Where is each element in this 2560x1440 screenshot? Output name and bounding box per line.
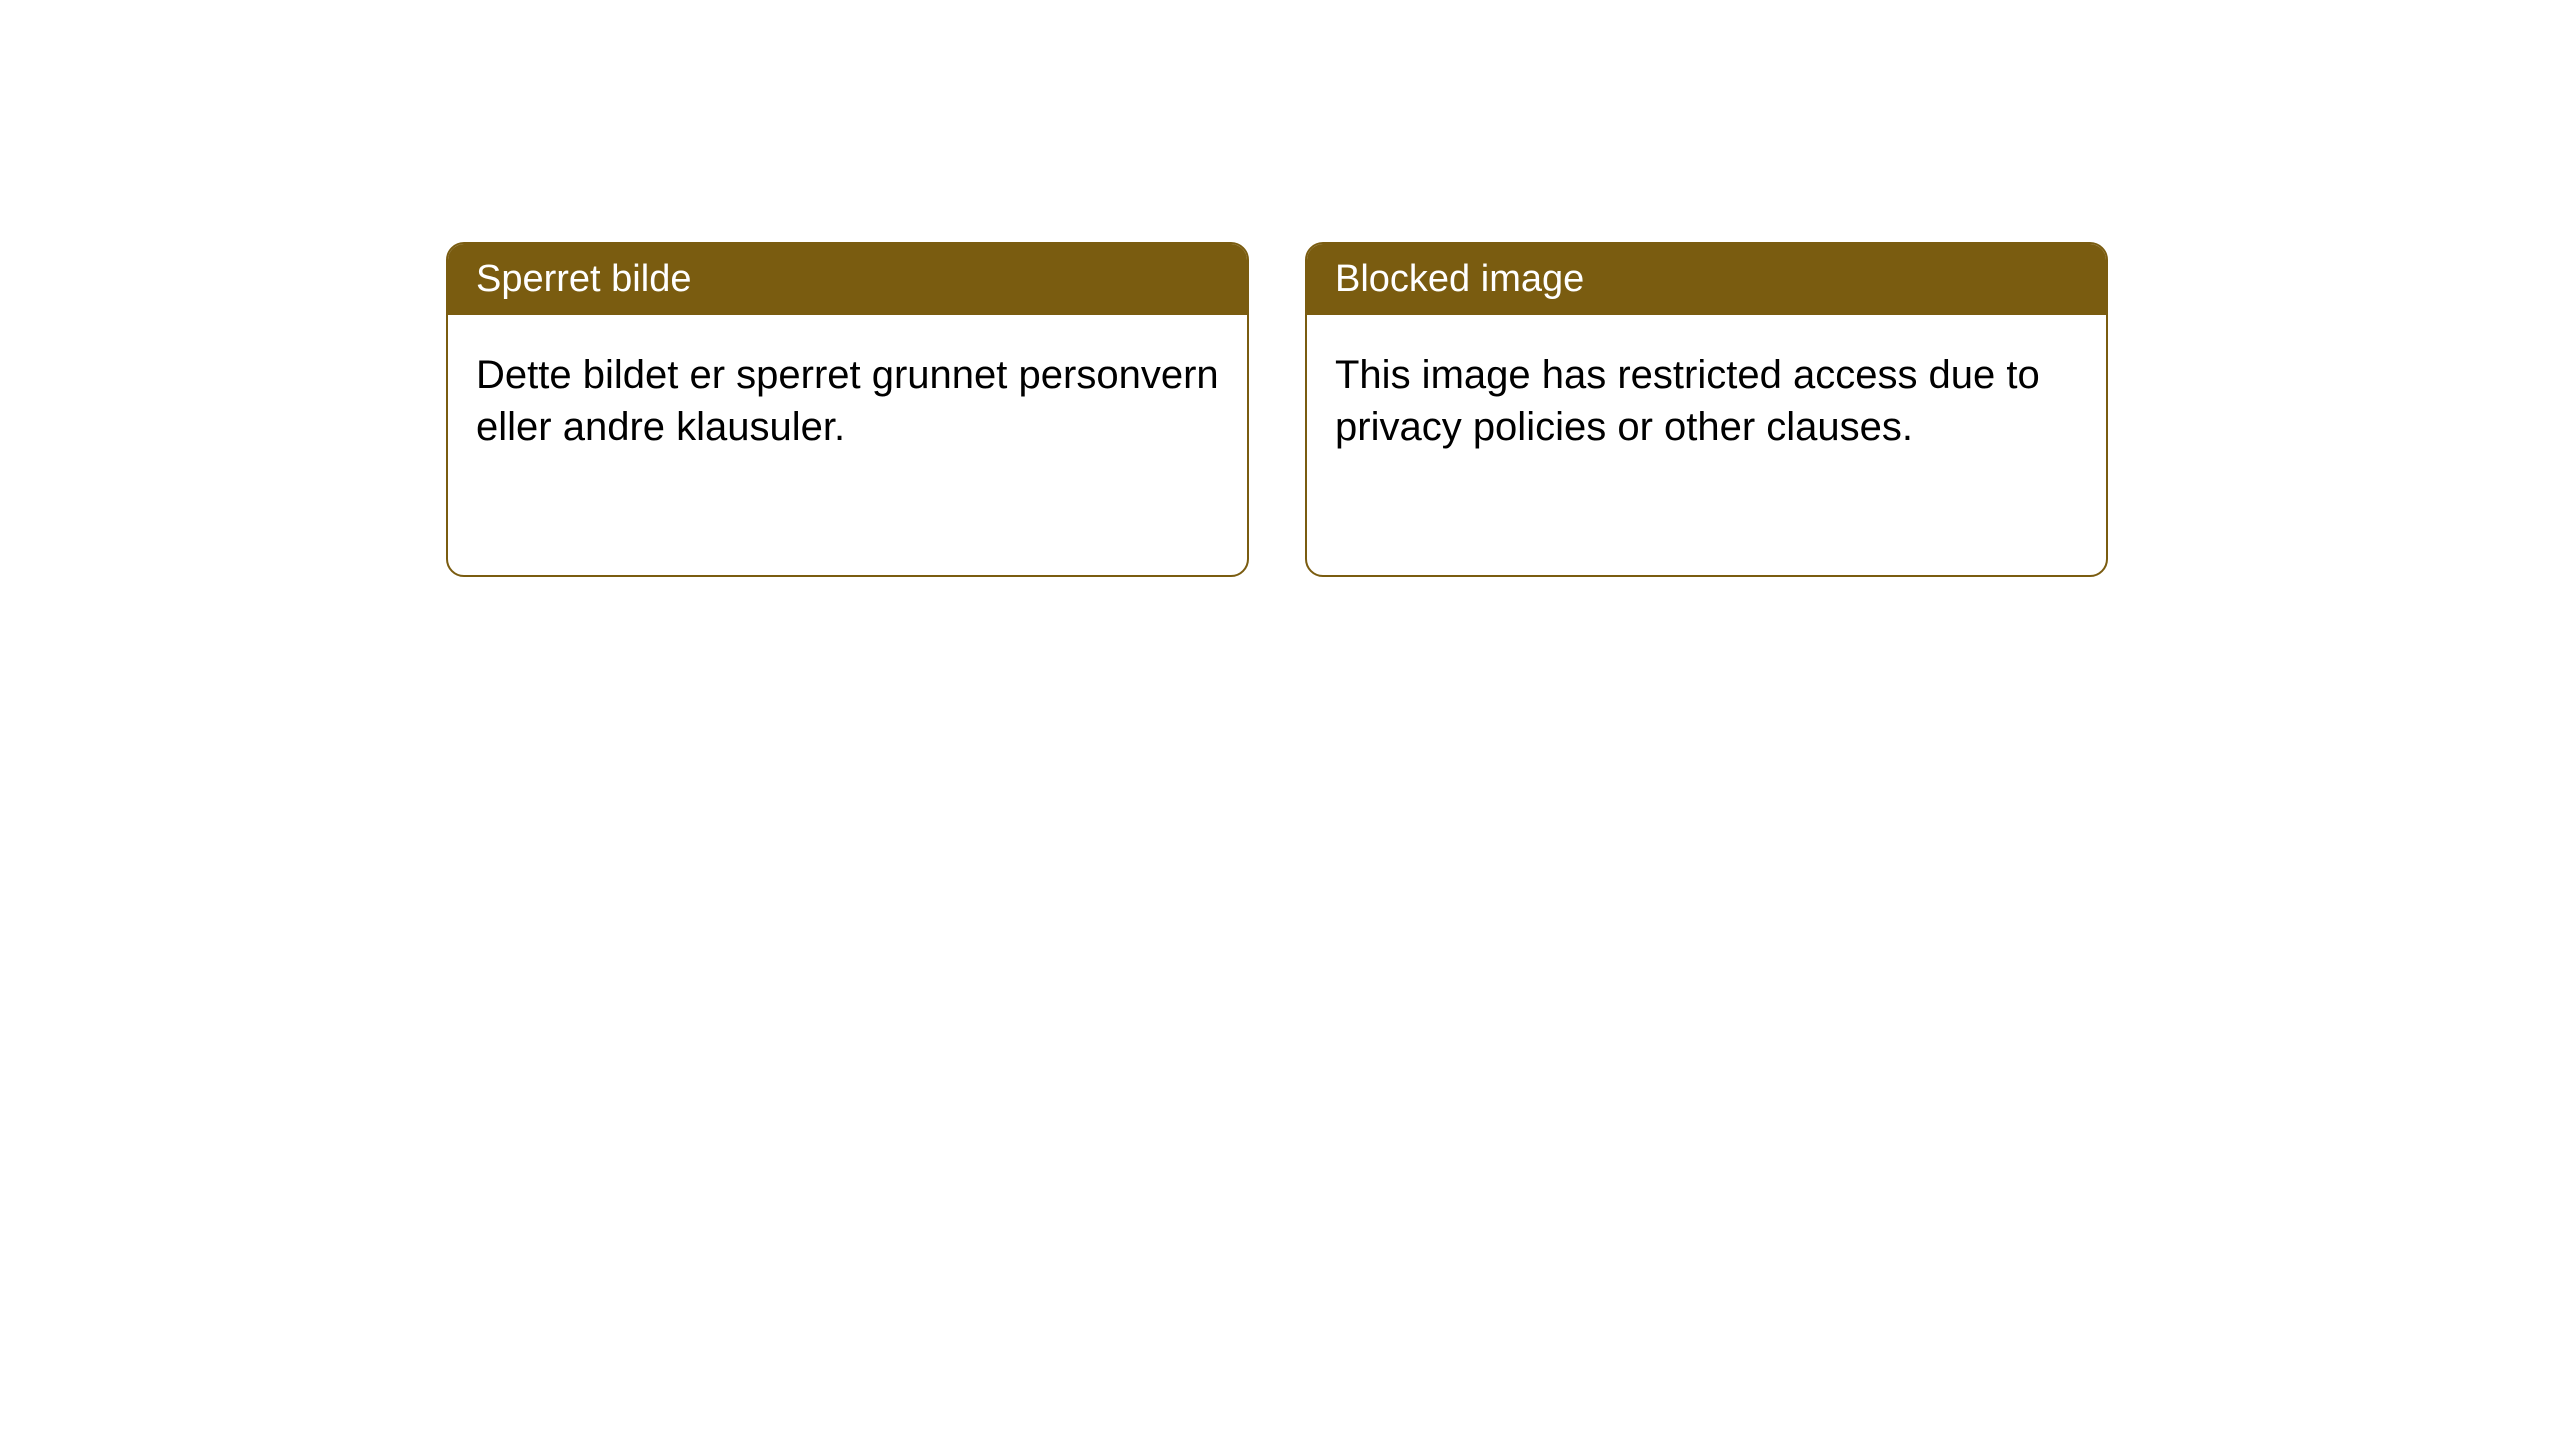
card-body-text: This image has restricted access due to …: [1335, 353, 2040, 449]
card-body: Dette bildet er sperret grunnet personve…: [448, 315, 1247, 487]
notice-card-english: Blocked image This image has restricted …: [1305, 242, 2108, 577]
card-body: This image has restricted access due to …: [1307, 315, 2106, 487]
card-title: Blocked image: [1335, 258, 1584, 300]
card-header: Sperret bilde: [448, 244, 1247, 315]
card-body-text: Dette bildet er sperret grunnet personve…: [476, 353, 1219, 449]
notice-container: Sperret bilde Dette bildet er sperret gr…: [446, 242, 2108, 577]
notice-card-norwegian: Sperret bilde Dette bildet er sperret gr…: [446, 242, 1249, 577]
card-header: Blocked image: [1307, 244, 2106, 315]
card-title: Sperret bilde: [476, 258, 691, 300]
